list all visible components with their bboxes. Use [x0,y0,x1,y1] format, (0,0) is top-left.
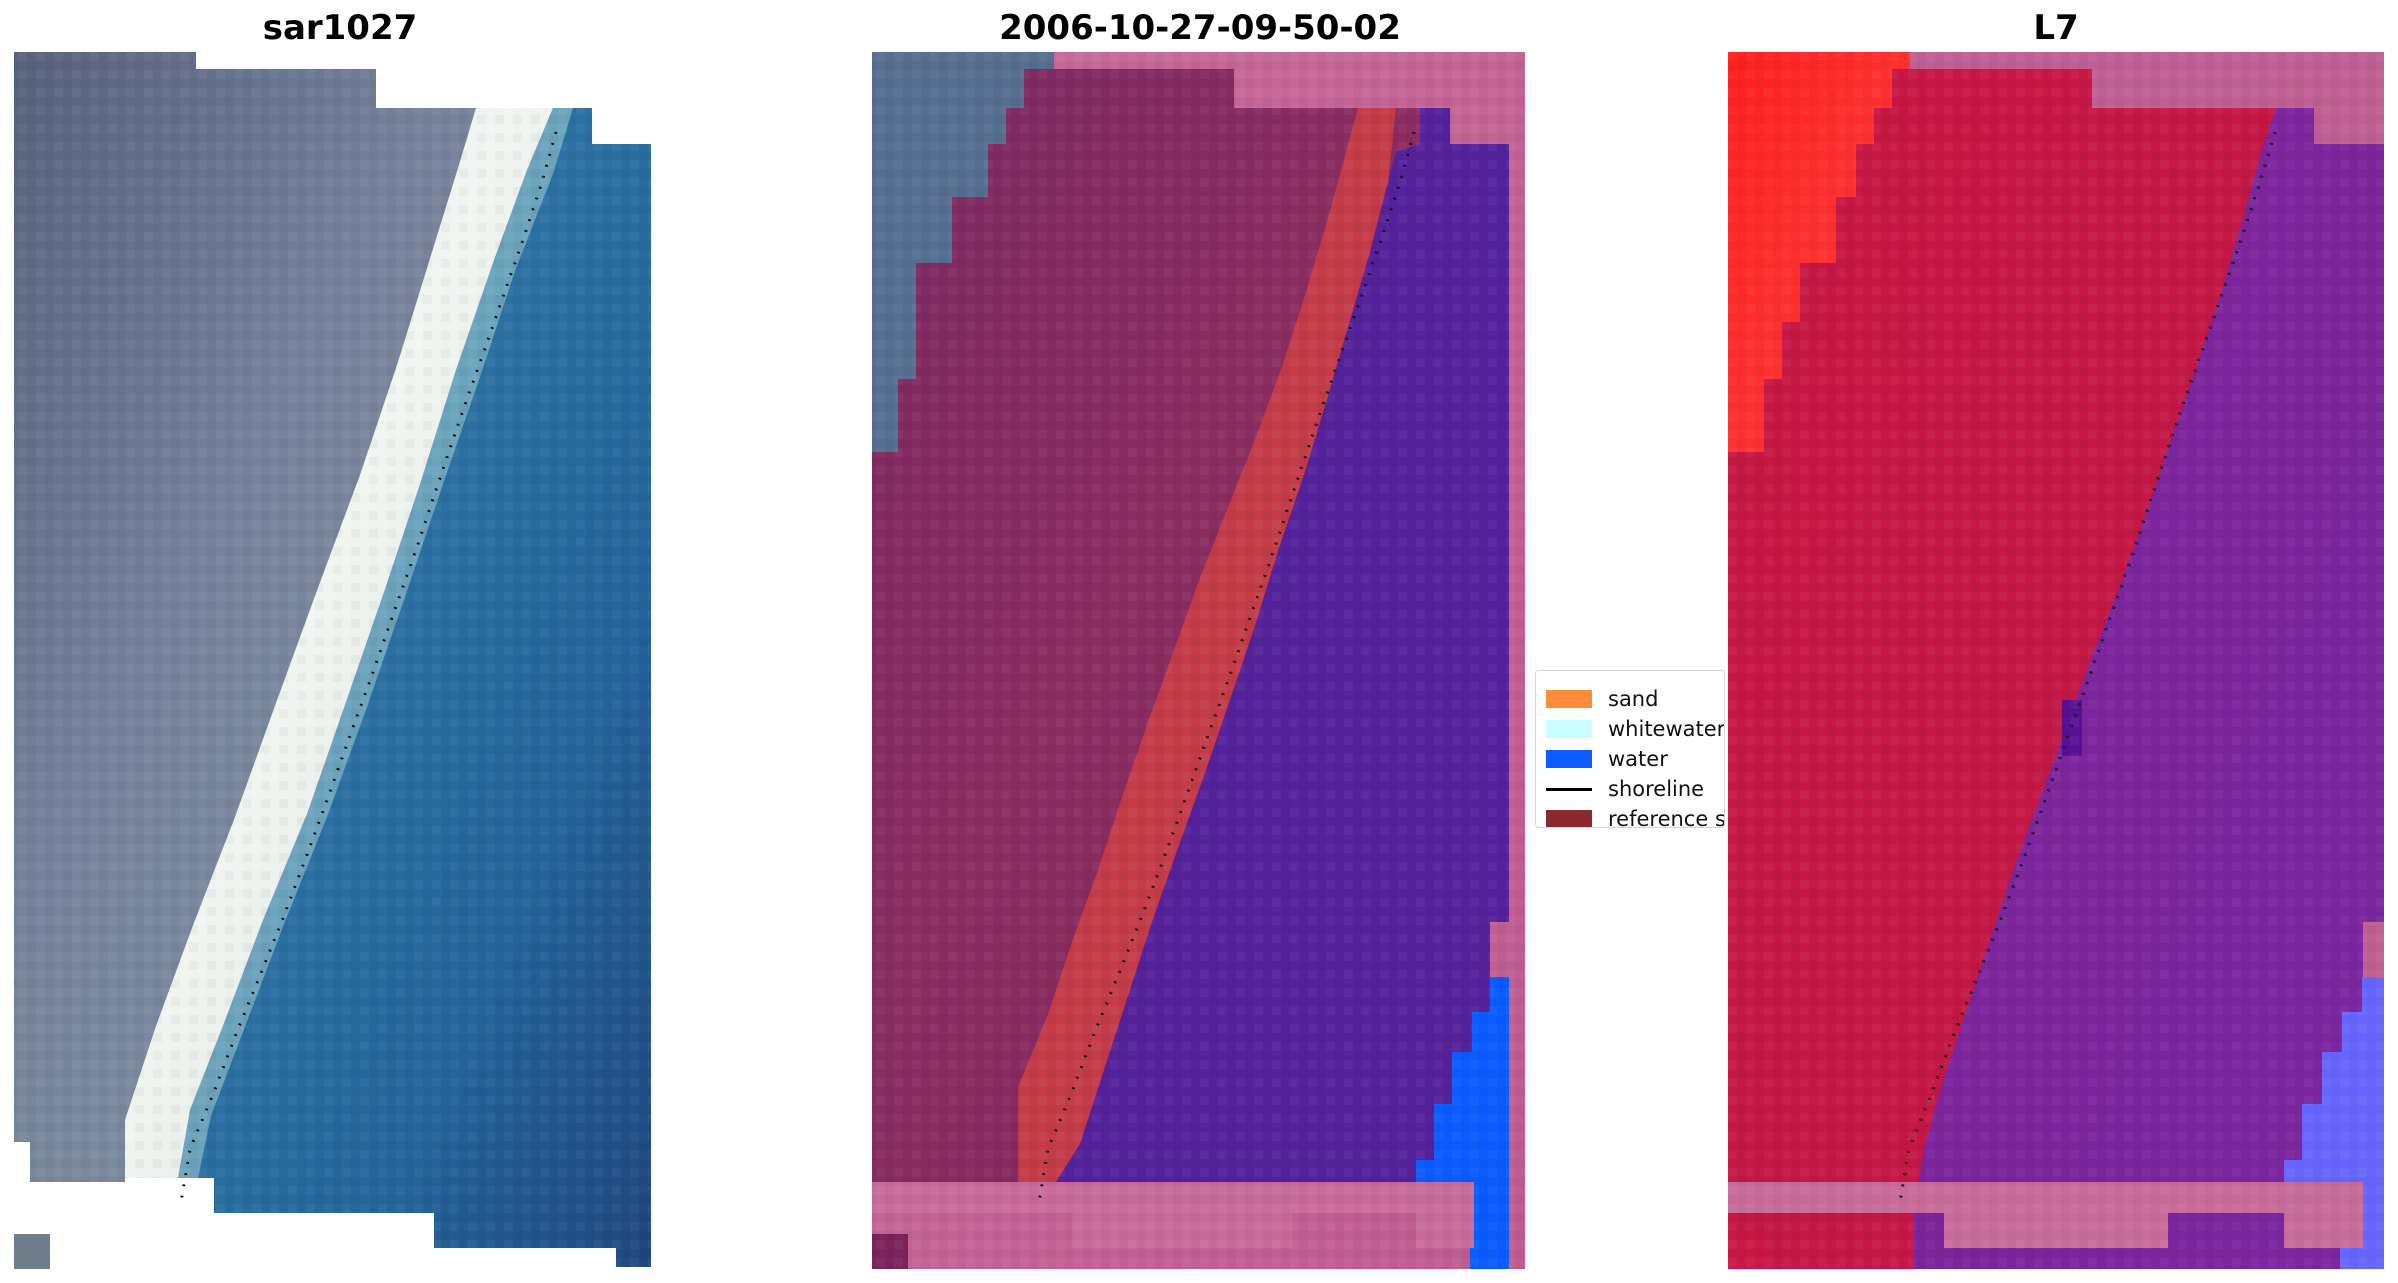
legend-item-shoreline: shoreline [1546,775,1704,803]
legend-item-water: water [1546,745,1668,773]
legend-line-shoreline [1546,787,1592,791]
legend-label-whitewater: whitewater [1608,716,1725,741]
legend-swatch-reference-shoreline [1546,810,1592,827]
panel-left: sar1027 [0,0,780,1283]
classified-overlay-image [872,52,1525,1269]
legend-item-sand: sand [1546,685,1658,713]
panel-right: L7 [1728,0,2398,1283]
legend-swatch-sand [1546,690,1592,708]
legend-label-shoreline: shoreline [1608,776,1705,801]
panel-middle: 2006-10-27-09-50-02 [858,0,1638,1283]
legend-label-sand: sand [1608,686,1659,711]
rgb-satellite-image [14,52,651,1269]
panel-middle-title: 2006-10-27-09-50-02 [999,8,1401,48]
classified-pixel-texture [872,52,1525,1269]
legend-item-reference-shoreline: reference sh [1546,805,1725,828]
legend-label-reference-shoreline: reference sh [1608,806,1725,828]
panel-left-title: sar1027 [262,8,418,48]
legend-swatch-water [1546,750,1592,768]
legend-item-whitewater: whitewater [1546,715,1725,743]
panel-right-title: L7 [2033,8,2079,48]
satellite-pixel-texture [14,52,651,1267]
legend: sand whitewater water shoreline referenc… [1535,670,1725,828]
satellite-corner-pixel [14,1234,50,1269]
index-map-image [1728,52,2384,1269]
legend-swatch-whitewater [1546,720,1592,738]
index-pixel-texture [1728,52,2384,1269]
index-shoreline-dots [1898,131,2277,1203]
legend-label-water: water [1608,746,1668,771]
